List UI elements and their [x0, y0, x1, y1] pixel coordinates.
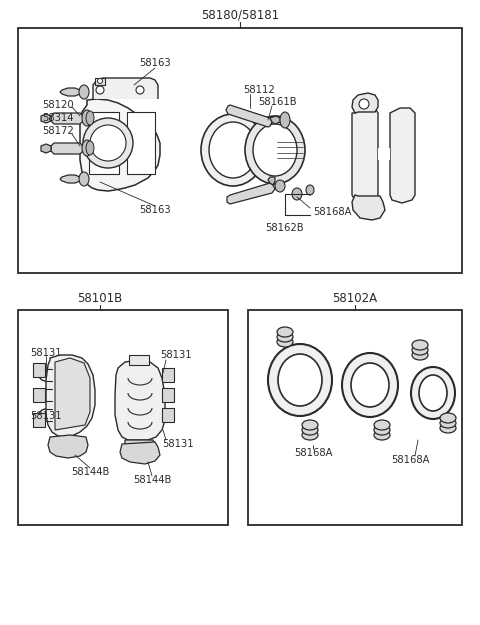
Polygon shape	[60, 175, 80, 183]
Ellipse shape	[374, 430, 390, 440]
Bar	[89, 112, 119, 174]
Ellipse shape	[82, 110, 92, 126]
Polygon shape	[115, 360, 165, 440]
Polygon shape	[125, 440, 156, 460]
Ellipse shape	[209, 122, 257, 178]
Text: 58161B: 58161B	[258, 97, 297, 107]
Text: 58102A: 58102A	[333, 292, 378, 305]
Ellipse shape	[302, 425, 318, 435]
Text: 58163: 58163	[139, 58, 171, 68]
Ellipse shape	[374, 420, 390, 430]
Circle shape	[83, 118, 133, 168]
Bar	[33, 388, 45, 402]
Ellipse shape	[292, 188, 302, 200]
Circle shape	[136, 86, 144, 94]
Ellipse shape	[412, 340, 428, 350]
Polygon shape	[270, 116, 280, 124]
Polygon shape	[352, 108, 378, 203]
Ellipse shape	[302, 430, 318, 440]
Circle shape	[90, 125, 126, 161]
Polygon shape	[352, 195, 385, 220]
Ellipse shape	[440, 418, 456, 428]
Ellipse shape	[79, 85, 89, 99]
Bar	[162, 388, 174, 402]
Polygon shape	[60, 88, 80, 96]
Circle shape	[359, 99, 369, 109]
Ellipse shape	[440, 413, 456, 423]
Ellipse shape	[201, 114, 265, 186]
Ellipse shape	[275, 180, 285, 192]
Text: 58131: 58131	[160, 350, 192, 360]
Text: 58172: 58172	[42, 126, 74, 136]
Text: 58101B: 58101B	[77, 292, 122, 305]
Bar	[95, 78, 105, 85]
Ellipse shape	[306, 185, 314, 195]
Bar	[18, 310, 228, 525]
Ellipse shape	[86, 141, 94, 155]
Ellipse shape	[280, 112, 290, 128]
Polygon shape	[51, 113, 83, 124]
Bar	[162, 368, 174, 382]
Text: 58144B: 58144B	[133, 475, 171, 485]
Ellipse shape	[351, 363, 389, 407]
Ellipse shape	[412, 350, 428, 360]
Circle shape	[97, 79, 103, 84]
Ellipse shape	[419, 375, 447, 411]
Ellipse shape	[374, 425, 390, 435]
Ellipse shape	[277, 332, 293, 342]
Bar	[33, 413, 45, 427]
Ellipse shape	[245, 116, 305, 184]
Text: 58144B: 58144B	[71, 467, 109, 477]
Ellipse shape	[79, 172, 89, 186]
Text: 58168A: 58168A	[294, 448, 332, 458]
Polygon shape	[51, 143, 83, 154]
Ellipse shape	[440, 423, 456, 433]
Ellipse shape	[277, 327, 293, 337]
Bar	[378, 148, 390, 160]
Polygon shape	[48, 435, 88, 458]
Bar	[248, 310, 462, 525]
Text: 58131: 58131	[30, 411, 61, 421]
Text: 58168A: 58168A	[313, 207, 351, 217]
Ellipse shape	[86, 111, 94, 125]
Polygon shape	[93, 78, 158, 99]
Polygon shape	[41, 114, 51, 123]
Bar	[127, 112, 155, 174]
Bar	[162, 408, 174, 422]
Ellipse shape	[342, 353, 398, 417]
Polygon shape	[80, 99, 160, 191]
Polygon shape	[352, 93, 378, 113]
Text: 58163: 58163	[139, 205, 171, 215]
Bar	[129, 355, 149, 365]
Ellipse shape	[278, 354, 322, 406]
Ellipse shape	[82, 140, 92, 156]
Polygon shape	[227, 183, 275, 204]
Ellipse shape	[412, 345, 428, 355]
Circle shape	[96, 86, 104, 94]
Polygon shape	[268, 177, 275, 185]
Polygon shape	[120, 442, 160, 464]
Polygon shape	[41, 144, 51, 153]
Text: 58314: 58314	[42, 113, 73, 123]
Text: 58112: 58112	[243, 85, 275, 95]
Polygon shape	[390, 108, 415, 203]
Text: 58120: 58120	[42, 100, 73, 110]
Text: 58131: 58131	[162, 439, 193, 449]
Ellipse shape	[253, 124, 297, 176]
Bar	[33, 363, 45, 377]
Text: 58131: 58131	[30, 348, 61, 358]
Ellipse shape	[411, 367, 455, 419]
Ellipse shape	[277, 337, 293, 347]
Text: 58180/58181: 58180/58181	[201, 9, 279, 22]
Text: 58162B: 58162B	[266, 223, 304, 233]
Polygon shape	[55, 358, 90, 430]
Bar	[18, 28, 462, 273]
Ellipse shape	[302, 420, 318, 430]
Polygon shape	[46, 355, 95, 437]
Ellipse shape	[268, 344, 332, 416]
Text: 58168A: 58168A	[391, 455, 429, 465]
Polygon shape	[226, 105, 272, 127]
